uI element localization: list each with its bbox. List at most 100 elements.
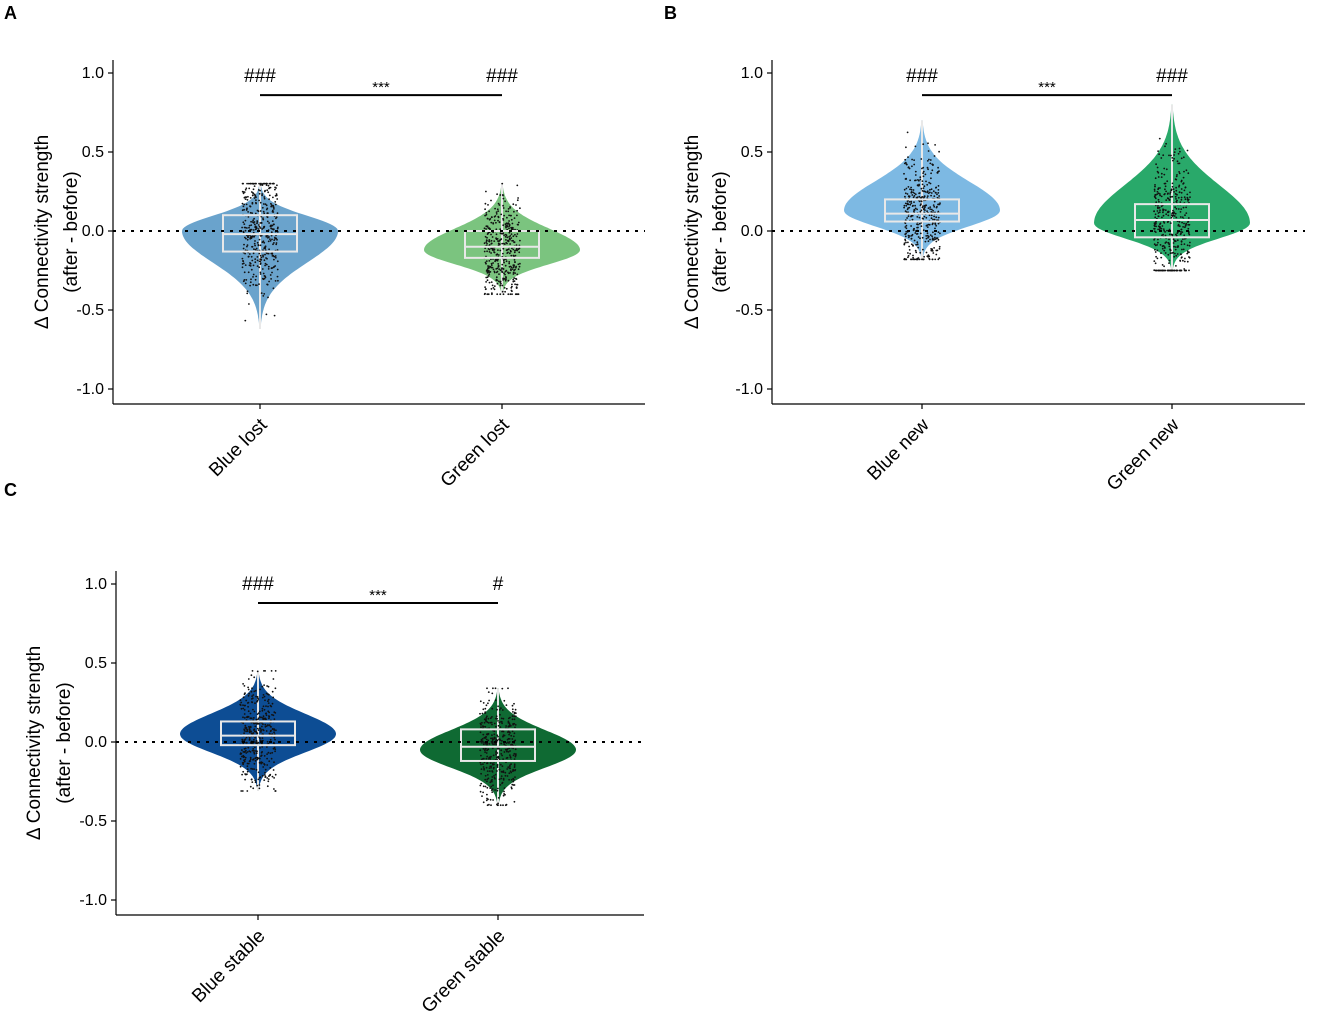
data-point [262,203,265,205]
data-point [263,684,265,686]
data-point [1164,234,1167,237]
data-point [903,206,905,209]
data-point [250,674,253,677]
data-point [497,755,500,758]
data-point [930,217,933,220]
data-point [239,753,242,755]
data-point [502,207,505,209]
data-point [256,265,259,267]
data-point [1164,188,1166,191]
data-point [244,226,247,229]
data-point [916,243,919,246]
data-point [492,287,495,289]
data-point [267,296,269,299]
y-tick-label: -1.0 [735,381,763,398]
data-point [1171,252,1173,254]
data-point [499,784,502,786]
data-point [918,183,920,186]
data-point [1173,215,1176,217]
significance-hash: ### [242,574,274,595]
data-point [273,242,275,244]
data-point [251,212,254,215]
data-point [259,727,262,730]
data-point [486,687,488,690]
data-point [268,198,270,201]
y-tick-label: 0.0 [85,734,107,751]
data-point [493,733,496,736]
data-point [1159,194,1161,197]
data-point [1166,193,1169,195]
data-point [931,163,934,166]
data-point [936,172,939,174]
data-point [1174,193,1177,195]
data-point [1154,248,1156,251]
data-point [241,209,244,212]
data-point [273,711,276,713]
data-point [501,271,504,274]
data-point [1178,225,1181,228]
data-point [917,236,920,238]
data-point [904,222,907,225]
data-point [503,751,506,753]
data-point [492,222,495,224]
data-point [933,215,935,218]
data-point [263,196,266,198]
data-point [255,247,258,250]
data-point [510,725,512,727]
data-point [500,775,503,777]
panel-letter: A [4,3,17,23]
data-point [253,690,256,693]
data-point [911,194,914,196]
data-point [933,155,936,157]
data-point [918,195,921,198]
data-point [271,690,274,693]
data-point [1158,153,1160,156]
data-point [1176,239,1179,242]
data-point [250,228,253,231]
data-point [932,190,935,193]
data-point [506,225,509,228]
data-point [1185,206,1187,209]
data-point [937,185,940,187]
data-point [496,789,499,792]
data-point [500,777,503,780]
data-point [1167,253,1170,256]
data-point [1153,188,1156,191]
data-point [914,145,917,148]
data-point [501,754,503,757]
data-point [505,249,508,252]
data-point [488,743,491,745]
data-point [904,202,907,205]
data-point [926,160,929,162]
data-point [498,708,501,711]
data-point [497,797,500,799]
data-point [269,725,272,728]
data-point [924,173,927,176]
data-point [488,265,490,268]
data-point [249,756,252,759]
data-point [922,217,924,220]
data-point [241,773,244,776]
data-point [257,228,260,230]
significance-hash: ### [244,66,276,87]
data-point [489,781,492,784]
data-point [260,730,262,732]
data-point [924,209,926,212]
data-point [512,711,514,713]
data-point [260,292,263,294]
data-point [480,782,483,785]
data-point [271,751,274,754]
data-point [248,739,251,741]
data-point [1164,209,1167,212]
data-point [261,733,264,735]
data-point [271,210,274,213]
data-point [505,226,507,229]
data-point [499,713,501,716]
data-point [268,222,270,224]
data-point [269,239,272,242]
data-point [495,715,498,718]
data-point [927,142,929,145]
data-point [929,191,931,194]
data-point [263,293,266,295]
data-point [910,243,913,246]
